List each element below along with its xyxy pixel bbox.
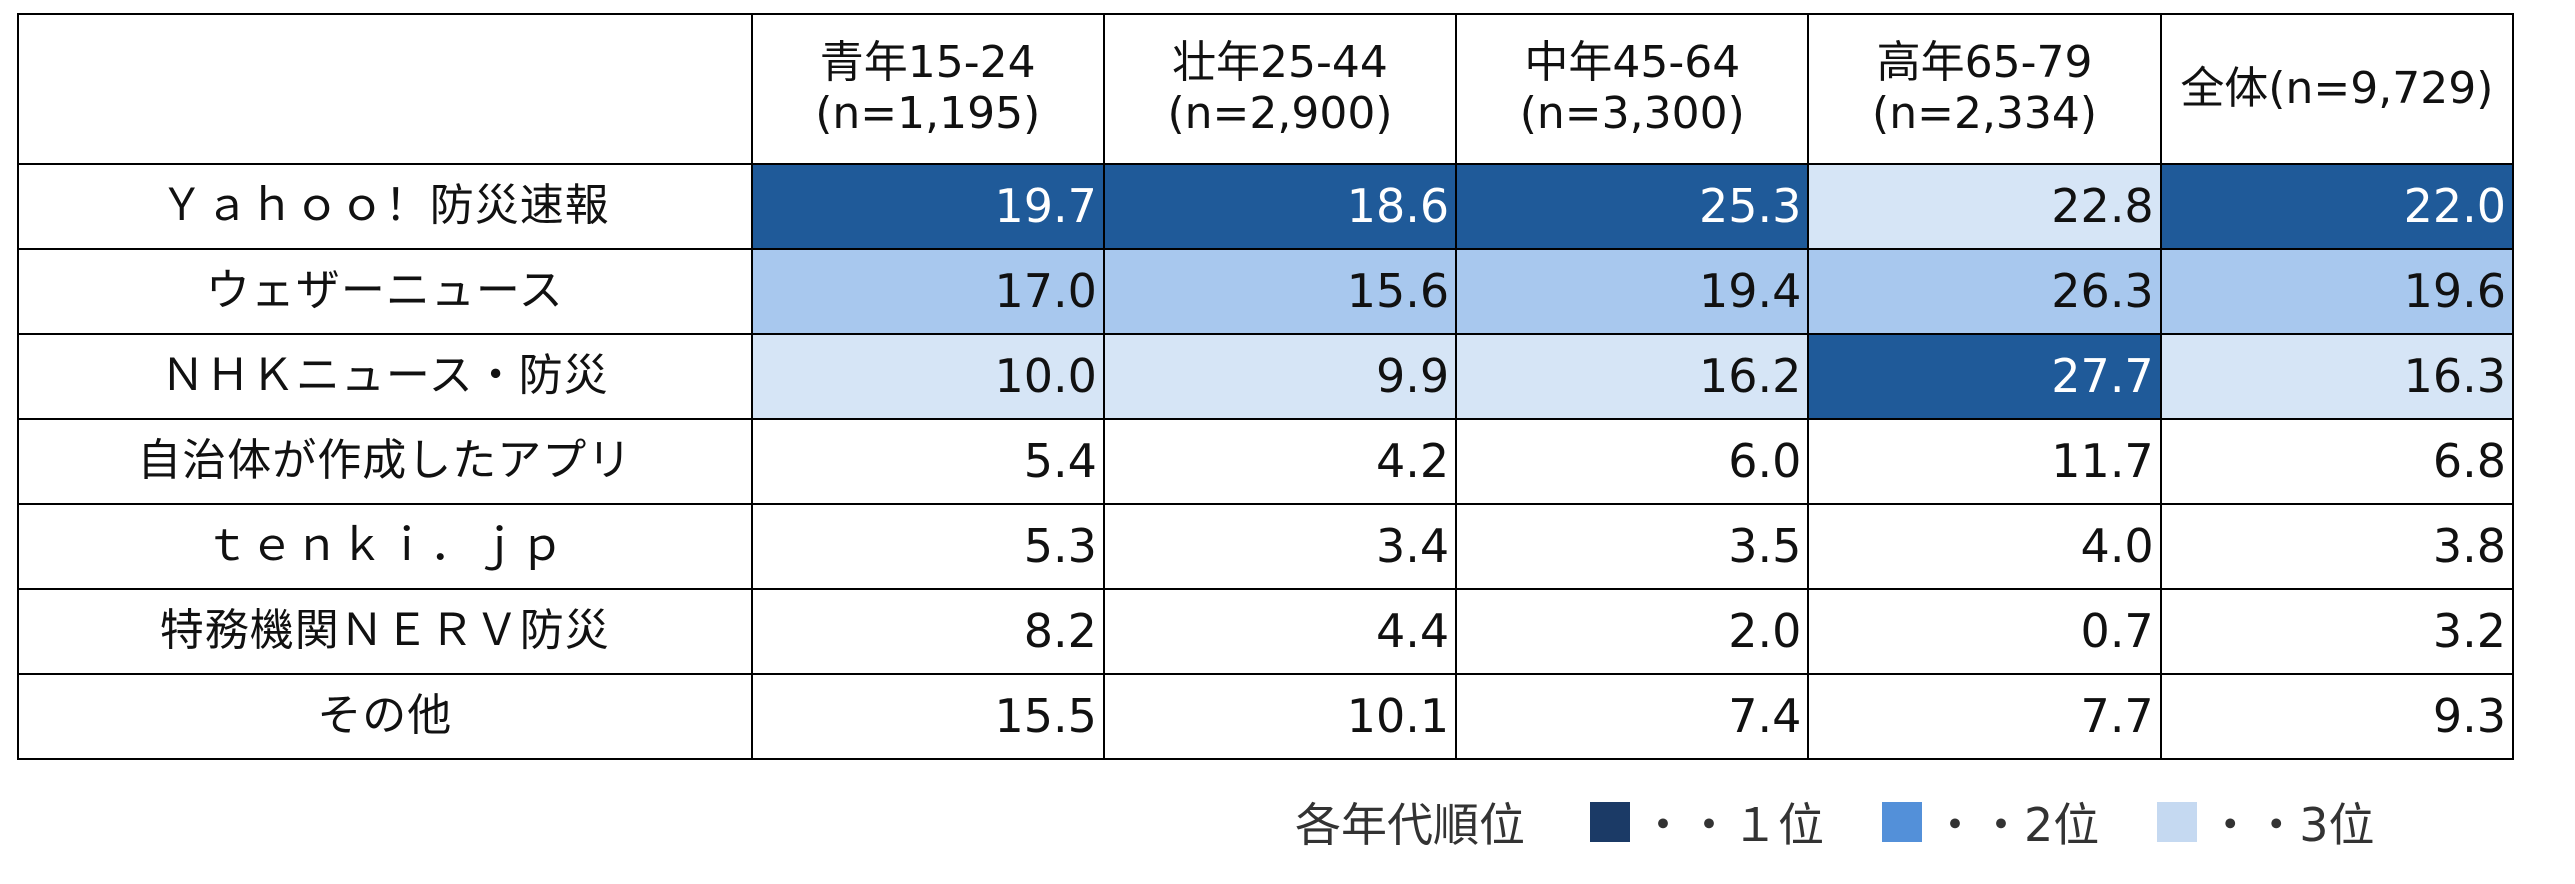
value-cell: 15.6: [1102, 248, 1458, 335]
header-corner-cell: [17, 13, 753, 165]
value-cell: 9.9: [1102, 333, 1458, 420]
table-row: ウェザーニュース 17.0 15.6 19.4 26.3 19.6: [17, 248, 2515, 335]
value-cell: 11.7: [1807, 418, 2162, 505]
table-row: ＮＨＫニュース・防災 10.0 9.9 16.2 27.7 16.3: [17, 333, 2515, 420]
row-label: 自治体が作成したアプリ: [17, 418, 753, 505]
column-header: 全体(n=9,729): [2159, 13, 2515, 165]
value-cell: 2.0: [1455, 588, 1810, 675]
value-cell: 18.6: [1102, 163, 1458, 250]
column-header-n: (n=2,900): [1167, 88, 1393, 139]
value-cell: 22.0: [2159, 163, 2515, 250]
rank-legend: 各年代順位 ・・１位 ・・2位 ・・3位: [1295, 787, 2375, 857]
value-cell: 5.4: [750, 418, 1105, 505]
column-header: 中年45-64 (n=3,300): [1455, 13, 1810, 165]
legend-label: ・・１位: [1640, 798, 1824, 852]
column-header: 高年65-79 (n=2,334): [1807, 13, 2162, 165]
column-header-name: 高年65-79: [1876, 37, 2093, 89]
column-header-name: 壮年25-44: [1172, 37, 1388, 89]
value-cell: 10.0: [750, 333, 1105, 420]
value-cell: 16.3: [2159, 333, 2515, 420]
column-header: 青年15-24 (n=1,195): [750, 13, 1105, 165]
value-cell: 5.3: [750, 503, 1105, 590]
row-label: ｔｅｎｋｉ．ｊｐ: [17, 503, 753, 590]
value-cell: 3.4: [1102, 503, 1458, 590]
legend-swatch: [1882, 802, 1922, 842]
value-cell: 19.7: [750, 163, 1105, 250]
value-cell: 22.8: [1807, 163, 2162, 250]
legend-item-rank3: ・・3位: [2157, 789, 2375, 855]
row-label: その他: [17, 673, 753, 760]
legend-label: ・・3位: [2207, 798, 2375, 852]
value-cell: 3.8: [2159, 503, 2515, 590]
value-cell: 9.3: [2159, 673, 2515, 760]
legend-item-rank1: ・・１位: [1590, 789, 1824, 855]
value-cell: 19.4: [1455, 248, 1810, 335]
row-label: ＮＨＫニュース・防災: [17, 333, 753, 420]
legend-title: 各年代順位: [1295, 798, 1525, 852]
value-cell: 19.6: [2159, 248, 2515, 335]
value-cell: 3.2: [2159, 588, 2515, 675]
value-cell: 4.2: [1102, 418, 1458, 505]
column-header-n: (n=1,195): [815, 88, 1041, 139]
legend-label: ・・2位: [1932, 798, 2100, 852]
value-cell: 6.8: [2159, 418, 2515, 505]
header-row: 青年15-24 (n=1,195) 壮年25-44 (n=2,900) 中年45…: [17, 13, 2515, 165]
value-cell: 7.7: [1807, 673, 2162, 760]
value-cell: 16.2: [1455, 333, 1810, 420]
table-row: その他 15.5 10.1 7.4 7.7 9.3: [17, 673, 2515, 760]
legend-swatch: [1590, 802, 1630, 842]
ranking-table: 青年15-24 (n=1,195) 壮年25-44 (n=2,900) 中年45…: [17, 13, 2515, 760]
column-header-name: 中年45-64: [1524, 37, 1741, 89]
table-row: 特務機関ＮＥＲＶ防災 8.2 4.4 2.0 0.7 3.2: [17, 588, 2515, 675]
row-label: ウェザーニュース: [17, 248, 753, 335]
table-row: ｔｅｎｋｉ．ｊｐ 5.3 3.4 3.5 4.0 3.8: [17, 503, 2515, 590]
table-row: 自治体が作成したアプリ 5.4 4.2 6.0 11.7 6.8: [17, 418, 2515, 505]
value-cell: 25.3: [1455, 163, 1810, 250]
legend-swatch: [2157, 802, 2198, 842]
table-row: Ｙａｈｏｏ！防災速報 19.7 18.6 25.3 22.8 22.0: [17, 163, 2515, 250]
value-cell: 10.1: [1102, 673, 1458, 760]
value-cell: 4.4: [1102, 588, 1458, 675]
value-cell: 15.5: [750, 673, 1105, 760]
value-cell: 0.7: [1807, 588, 2162, 675]
value-cell: 26.3: [1807, 248, 2162, 335]
column-header-name: 青年15-24: [819, 37, 1036, 89]
row-label: 特務機関ＮＥＲＶ防災: [17, 588, 753, 675]
value-cell: 3.5: [1455, 503, 1810, 590]
column-header: 壮年25-44 (n=2,900): [1102, 13, 1458, 165]
row-label: Ｙａｈｏｏ！防災速報: [17, 163, 753, 250]
column-header-name: 全体(n=9,729): [2180, 62, 2494, 114]
value-cell: 7.4: [1455, 673, 1810, 760]
value-cell: 4.0: [1807, 503, 2162, 590]
legend-item-rank2: ・・2位: [1882, 789, 2099, 855]
value-cell: 8.2: [750, 588, 1105, 675]
column-header-n: (n=3,300): [1519, 88, 1745, 139]
value-cell: 27.7: [1807, 333, 2162, 420]
value-cell: 6.0: [1455, 418, 1810, 505]
column-header-n: (n=2,334): [1872, 88, 2098, 139]
value-cell: 17.0: [750, 248, 1105, 335]
